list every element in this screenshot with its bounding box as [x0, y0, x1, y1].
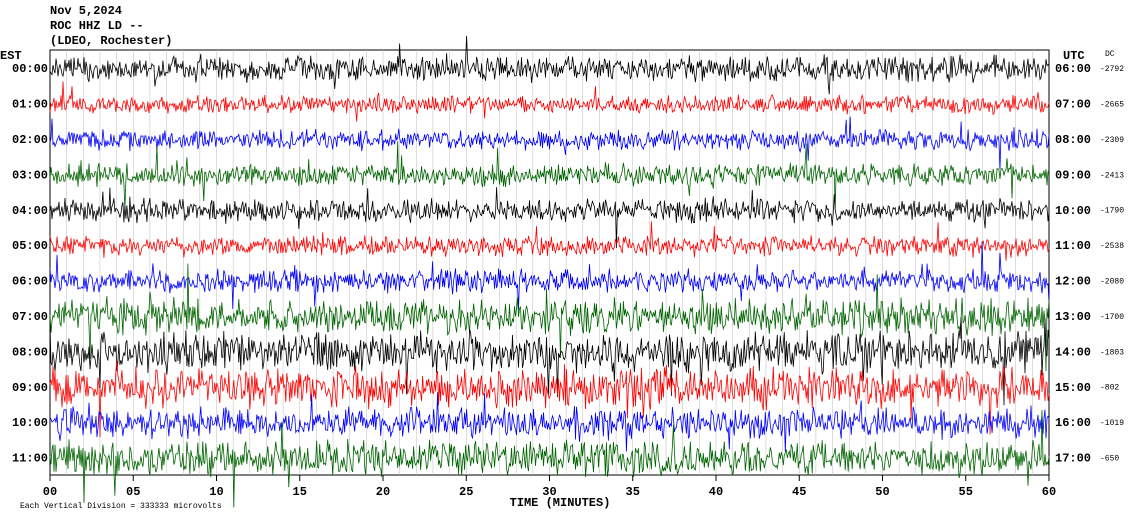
- dc-value: -2538: [1100, 242, 1124, 251]
- dc-value: -1790: [1100, 207, 1124, 216]
- dc-value: -2792: [1100, 65, 1124, 74]
- left-time-label: 11:00: [12, 452, 48, 466]
- trace: [49, 360, 1050, 438]
- trace: [49, 317, 1050, 406]
- trace: [49, 409, 1050, 508]
- left-time-label: 03:00: [12, 168, 48, 182]
- dc-value: -1803: [1100, 348, 1124, 357]
- trace: [49, 392, 1050, 452]
- dc-label: DC: [1105, 50, 1115, 59]
- right-time-label: 10:00: [1055, 204, 1091, 218]
- dc-value: -1019: [1100, 419, 1124, 428]
- right-time-label: 16:00: [1055, 416, 1091, 430]
- dc-value: -2080: [1100, 278, 1124, 287]
- left-axis-label: EST: [0, 49, 22, 63]
- right-time-label: 08:00: [1055, 133, 1091, 147]
- trace: [49, 81, 1050, 122]
- dc-value: -802: [1100, 384, 1119, 393]
- right-time-label: 07:00: [1055, 98, 1091, 112]
- x-tick-label: 40: [709, 485, 723, 499]
- left-time-label: 07:00: [12, 310, 48, 324]
- right-time-label: 11:00: [1055, 239, 1091, 253]
- x-tick-label: 60: [1042, 485, 1056, 499]
- trace: [49, 141, 1050, 210]
- right-time-label: 13:00: [1055, 310, 1091, 324]
- x-tick-label: 30: [542, 485, 556, 499]
- x-tick-label: 50: [875, 485, 889, 499]
- left-time-label: 02:00: [12, 133, 48, 147]
- trace: [49, 35, 1050, 95]
- x-tick-label: 25: [459, 485, 473, 499]
- dc-value: -2413: [1100, 171, 1124, 180]
- dc-value: -1700: [1100, 313, 1124, 322]
- right-time-label: 12:00: [1055, 275, 1091, 289]
- title-line: ROC HHZ LD --: [50, 19, 144, 33]
- x-tick-label: 05: [126, 485, 140, 499]
- right-time-label: 15:00: [1055, 381, 1091, 395]
- right-time-label: 06:00: [1055, 62, 1091, 76]
- left-time-label: 04:00: [12, 204, 48, 218]
- trace: [49, 241, 1050, 311]
- trace: [49, 263, 1050, 372]
- dc-value: -650: [1100, 455, 1119, 464]
- dc-value: -2309: [1100, 136, 1124, 145]
- left-time-label: 05:00: [12, 239, 48, 253]
- dc-value: -2665: [1100, 101, 1124, 110]
- right-time-label: 17:00: [1055, 452, 1091, 466]
- left-time-label: 09:00: [12, 381, 48, 395]
- title-line: Nov 5,2024: [50, 4, 122, 18]
- left-time-label: 00:00: [12, 62, 48, 76]
- left-time-label: 06:00: [12, 275, 48, 289]
- left-time-label: 08:00: [12, 345, 48, 359]
- x-tick-label: 55: [959, 485, 973, 499]
- left-time-label: 10:00: [12, 416, 48, 430]
- x-tick-label: 35: [626, 485, 640, 499]
- trace: [49, 116, 1050, 170]
- x-tick-label: 45: [792, 485, 806, 499]
- x-tick-label: 15: [293, 485, 307, 499]
- x-tick-label: 00: [43, 485, 57, 499]
- title-line: (LDEO, Rochester): [50, 34, 172, 48]
- trace: [49, 187, 1050, 249]
- x-axis-label: TIME (MINUTES): [510, 496, 611, 510]
- right-time-label: 09:00: [1055, 168, 1091, 182]
- x-tick-label: 10: [209, 485, 223, 499]
- x-tick-label: 20: [376, 485, 390, 499]
- footer: Each Vertical Division = 333333 microvol…: [20, 502, 222, 511]
- right-axis-label: UTC: [1063, 49, 1085, 63]
- left-time-label: 01:00: [12, 98, 48, 112]
- trace: [49, 221, 1050, 261]
- right-time-label: 14:00: [1055, 345, 1091, 359]
